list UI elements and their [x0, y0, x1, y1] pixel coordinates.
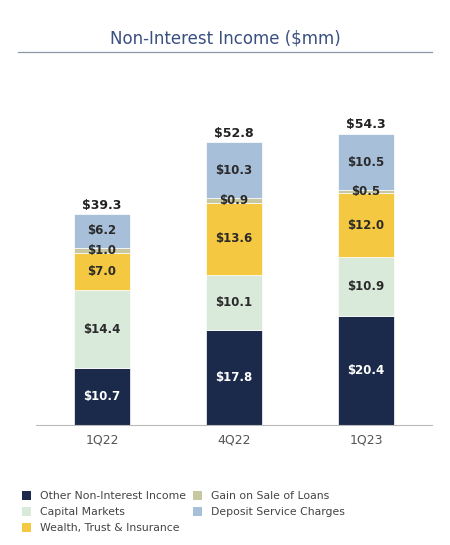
Text: $54.3: $54.3: [346, 118, 386, 131]
Bar: [74, 368, 130, 425]
Text: $20.4: $20.4: [347, 364, 385, 377]
Text: $10.7: $10.7: [83, 390, 121, 403]
Bar: [74, 247, 130, 253]
Text: $10.9: $10.9: [347, 280, 385, 293]
Text: $7.0: $7.0: [87, 265, 117, 278]
Bar: [338, 134, 394, 190]
Text: $10.3: $10.3: [216, 164, 252, 177]
Bar: [206, 330, 262, 425]
Bar: [74, 214, 130, 247]
Text: $39.3: $39.3: [82, 198, 122, 211]
Bar: [338, 257, 394, 316]
Text: $12.0: $12.0: [347, 219, 385, 232]
Legend: Other Non-Interest Income, Capital Markets, Wealth, Trust & Insurance, Gain on S: Other Non-Interest Income, Capital Marke…: [22, 492, 345, 534]
Text: $52.8: $52.8: [214, 127, 254, 140]
Bar: [338, 190, 394, 193]
Text: $0.5: $0.5: [351, 185, 381, 198]
Bar: [74, 290, 130, 368]
Bar: [206, 275, 262, 330]
Bar: [338, 316, 394, 425]
Text: $10.5: $10.5: [347, 155, 385, 168]
Text: $6.2: $6.2: [87, 225, 117, 238]
Text: $1.0: $1.0: [87, 244, 117, 257]
Text: Non-Interest Income ($mm): Non-Interest Income ($mm): [110, 29, 340, 47]
Bar: [74, 253, 130, 290]
Text: $0.9: $0.9: [220, 193, 248, 207]
Text: $10.1: $10.1: [216, 296, 252, 309]
Text: $14.4: $14.4: [83, 323, 121, 336]
Bar: [206, 142, 262, 198]
Bar: [206, 198, 262, 203]
Text: $17.8: $17.8: [216, 371, 252, 384]
Text: $13.6: $13.6: [216, 233, 252, 245]
Bar: [206, 203, 262, 275]
Bar: [338, 193, 394, 257]
